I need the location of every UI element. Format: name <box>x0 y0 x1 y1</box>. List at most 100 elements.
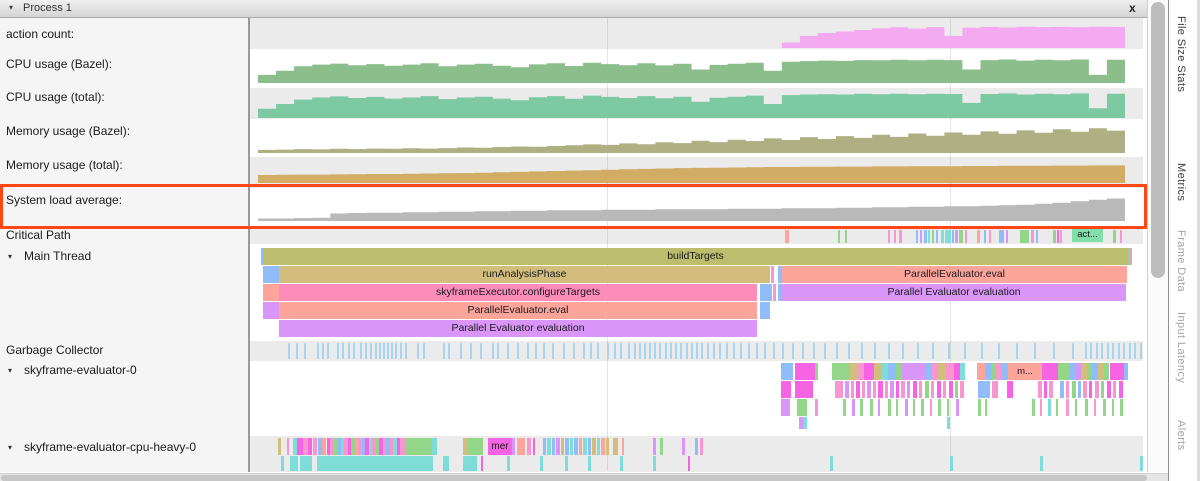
flame-bar-labeled-slice[interactable]: ParallelEvaluator.eval <box>279 302 757 319</box>
evaluator0-slice[interactable] <box>799 417 803 429</box>
cpu-heavy-slice[interactable] <box>327 438 330 455</box>
horizontal-scrollbar-thumb[interactable] <box>1 475 1147 481</box>
gc-tick[interactable] <box>563 343 565 359</box>
critical-path-slice[interactable] <box>945 230 951 243</box>
cpu-heavy-slice[interactable] <box>507 456 510 471</box>
evaluator0-slice[interactable] <box>1040 399 1042 416</box>
gc-tick[interactable] <box>628 343 630 359</box>
evaluator0-slice[interactable] <box>913 399 915 416</box>
evaluator0-slice[interactable] <box>1072 381 1076 398</box>
evaluator0-slice[interactable] <box>930 399 932 416</box>
gc-tick[interactable] <box>1034 343 1036 359</box>
critical-path-slice[interactable] <box>838 230 840 243</box>
cpu-heavy-slice[interactable] <box>512 438 515 455</box>
track-chart-sysload[interactable] <box>258 196 1125 221</box>
evaluator0-slice[interactable] <box>937 381 941 398</box>
cpu-heavy-slice[interactable] <box>556 438 560 455</box>
evaluator0-slice[interactable] <box>1124 363 1128 380</box>
evaluator0-slice[interactable] <box>815 363 818 380</box>
critical-path-slice[interactable] <box>899 230 902 243</box>
critical-path-slice[interactable] <box>924 230 927 243</box>
evaluator0-slice[interactable] <box>1002 363 1008 380</box>
flame-bar-labeled-slice[interactable]: Parallel Evaluator evaluation <box>279 320 757 337</box>
cpu-heavy-labeled-slice[interactable]: mer <box>488 438 512 455</box>
gc-tick[interactable] <box>395 343 397 359</box>
vertical-scrollbar[interactable] <box>1147 0 1169 472</box>
cpu-heavy-slice[interactable] <box>695 438 698 455</box>
gc-tick[interactable] <box>1134 343 1136 359</box>
evaluator0-slice[interactable] <box>1066 399 1069 416</box>
gc-tick[interactable] <box>614 343 616 359</box>
collapse-triangle-icon[interactable]: ▾ <box>8 252 13 261</box>
critical-path-slice[interactable] <box>959 230 963 243</box>
flame-bar-slice[interactable] <box>1128 248 1130 265</box>
evaluator0-slice[interactable] <box>873 381 876 398</box>
evaluator0-slice[interactable] <box>832 363 850 380</box>
gc-tick[interactable] <box>670 343 672 359</box>
evaluator0-slice[interactable] <box>946 363 954 380</box>
gc-tick[interactable] <box>1112 343 1114 359</box>
cpu-heavy-slice[interactable] <box>322 438 326 455</box>
gc-tick[interactable] <box>480 343 482 359</box>
gc-tick[interactable] <box>764 343 766 359</box>
gc-tick[interactable] <box>691 343 693 359</box>
cpu-heavy-slice[interactable] <box>565 456 568 471</box>
critical-path-slice[interactable] <box>1060 230 1062 243</box>
gc-tick[interactable] <box>492 343 494 359</box>
evaluator0-slice[interactable] <box>947 399 949 416</box>
critical-path-slice[interactable] <box>894 230 896 243</box>
cpu-heavy-slice[interactable] <box>1040 456 1043 471</box>
cpu-heavy-slice[interactable] <box>390 438 393 455</box>
evaluator0-slice[interactable] <box>851 381 854 398</box>
gc-tick[interactable] <box>405 343 407 359</box>
flame-bar-labeled-slice[interactable]: ParallelEvaluator.eval <box>782 266 1127 283</box>
gc-tick[interactable] <box>337 343 339 359</box>
evaluator0-slice[interactable] <box>943 381 946 398</box>
gc-tick[interactable] <box>634 343 636 359</box>
evaluator0-slice[interactable] <box>907 381 910 398</box>
cpu-heavy-slice[interactable] <box>660 438 663 455</box>
track-chart-cpu_total[interactable] <box>258 91 1125 118</box>
gc-tick[interactable] <box>527 343 529 359</box>
evaluator0-slice[interactable] <box>896 381 899 398</box>
evaluator0-slice[interactable] <box>931 381 934 398</box>
evaluator0-slice[interactable] <box>956 399 959 416</box>
cpu-heavy-slice[interactable] <box>481 456 483 471</box>
flame-bar-slice[interactable] <box>771 266 774 283</box>
horizontal-scrollbar[interactable] <box>0 473 1168 481</box>
cpu-heavy-slice[interactable] <box>369 438 372 455</box>
side-tab-file-size-stats[interactable]: File Size Stats <box>1175 16 1187 93</box>
cpu-heavy-slice[interactable] <box>547 438 551 455</box>
evaluator0-slice[interactable] <box>781 399 790 416</box>
gc-tick[interactable] <box>932 343 934 359</box>
cpu-heavy-slice[interactable] <box>313 438 317 455</box>
critical-path-slice[interactable] <box>920 230 922 243</box>
cpu-heavy-slice[interactable] <box>565 438 569 455</box>
evaluator0-slice[interactable] <box>1060 381 1064 398</box>
cpu-heavy-slice[interactable] <box>682 438 685 455</box>
gc-tick[interactable] <box>998 343 1000 359</box>
critical-path-slice[interactable] <box>1057 230 1059 243</box>
gc-tick[interactable] <box>948 343 950 359</box>
gc-tick[interactable] <box>327 343 329 359</box>
evaluator0-slice[interactable] <box>955 381 958 398</box>
evaluator0-slice[interactable] <box>890 381 894 398</box>
cpu-heavy-slice[interactable] <box>281 456 284 471</box>
cpu-heavy-slice[interactable] <box>597 438 600 455</box>
cpu-heavy-slice[interactable] <box>358 438 362 455</box>
gc-tick[interactable] <box>1140 343 1142 359</box>
cpu-heavy-slice[interactable] <box>334 438 337 455</box>
evaluator0-slice[interactable] <box>858 363 864 380</box>
gc-tick[interactable] <box>824 343 826 359</box>
flame-bar-slice[interactable] <box>261 248 263 265</box>
cpu-heavy-slice[interactable] <box>300 456 312 471</box>
gc-tick[interactable] <box>391 343 393 359</box>
cpu-heavy-slice[interactable] <box>317 456 433 471</box>
cpu-heavy-slice[interactable] <box>592 438 596 455</box>
cpu-heavy-slice[interactable] <box>379 438 383 455</box>
cpu-heavy-slice[interactable] <box>463 456 477 471</box>
gc-tick[interactable] <box>383 343 385 359</box>
gc-tick[interactable] <box>1053 343 1055 359</box>
cpu-heavy-slice[interactable] <box>348 438 351 455</box>
gc-tick[interactable] <box>620 343 622 359</box>
